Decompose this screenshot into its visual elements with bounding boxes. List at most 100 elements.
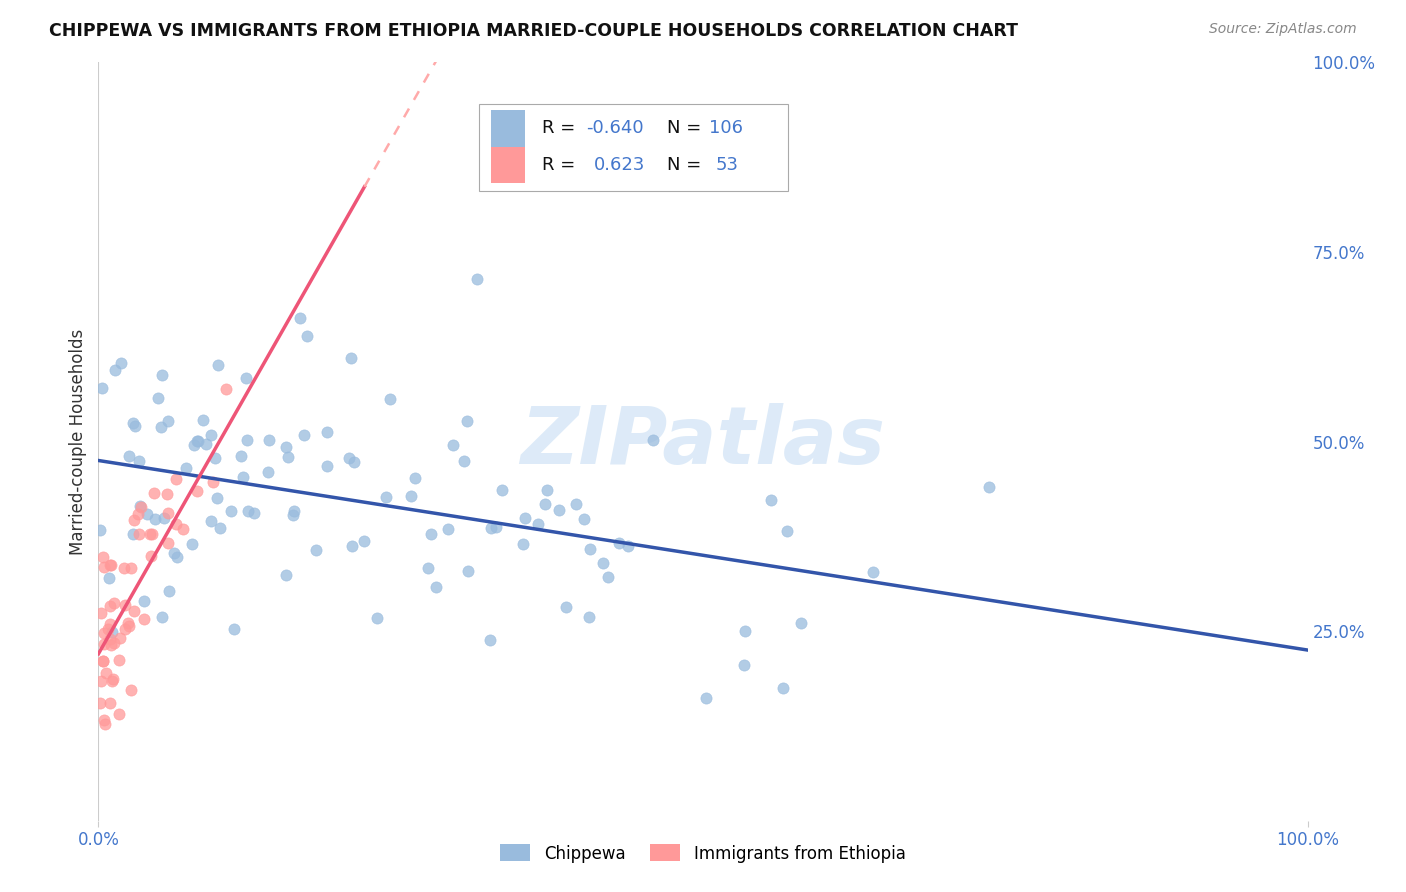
Point bbox=[257, 466, 280, 480]
Point bbox=[512, 537, 534, 551]
Point bbox=[104, 362, 127, 376]
Point bbox=[127, 507, 149, 521]
Point bbox=[98, 558, 121, 572]
Point bbox=[243, 506, 266, 520]
Point bbox=[548, 503, 571, 517]
Point bbox=[297, 329, 319, 343]
Point bbox=[156, 506, 179, 520]
Point bbox=[150, 610, 173, 624]
Point bbox=[598, 570, 620, 584]
Text: N =: N = bbox=[666, 156, 707, 174]
Point bbox=[129, 500, 152, 515]
Point bbox=[555, 599, 578, 614]
Point bbox=[222, 622, 245, 636]
Point bbox=[734, 624, 756, 638]
Point bbox=[121, 416, 143, 430]
Point bbox=[143, 486, 166, 500]
Point bbox=[404, 470, 426, 484]
Point bbox=[200, 514, 222, 528]
Point bbox=[139, 549, 162, 563]
Text: R =: R = bbox=[543, 156, 581, 174]
Point bbox=[98, 632, 121, 646]
Point bbox=[374, 491, 396, 505]
Point bbox=[89, 696, 111, 710]
Point bbox=[416, 560, 439, 574]
Point bbox=[536, 483, 558, 498]
Point bbox=[97, 571, 120, 585]
FancyBboxPatch shape bbox=[492, 146, 526, 183]
Point bbox=[157, 584, 180, 599]
Point bbox=[399, 489, 422, 503]
Point bbox=[437, 522, 460, 536]
Point bbox=[283, 508, 305, 523]
Point bbox=[186, 484, 208, 499]
Point bbox=[172, 522, 194, 536]
Point bbox=[515, 510, 537, 524]
Point bbox=[122, 513, 145, 527]
Point bbox=[353, 534, 375, 549]
Point bbox=[425, 581, 447, 595]
Point bbox=[316, 458, 339, 473]
Point bbox=[977, 480, 1000, 494]
Point bbox=[207, 491, 229, 505]
Text: Source: ZipAtlas.com: Source: ZipAtlas.com bbox=[1209, 22, 1357, 37]
Point bbox=[101, 624, 124, 639]
Point bbox=[527, 517, 550, 532]
Point bbox=[117, 615, 139, 630]
Point bbox=[465, 272, 488, 286]
Point bbox=[641, 433, 664, 447]
Point bbox=[340, 351, 363, 366]
Point bbox=[478, 632, 501, 647]
Point bbox=[479, 521, 502, 535]
Text: 53: 53 bbox=[716, 156, 738, 174]
Point bbox=[150, 368, 173, 382]
Point bbox=[120, 682, 142, 697]
Point bbox=[93, 560, 115, 574]
Point bbox=[195, 437, 218, 451]
Point bbox=[215, 382, 238, 396]
Point bbox=[564, 497, 586, 511]
Point bbox=[453, 454, 475, 468]
Point bbox=[90, 673, 112, 688]
Point bbox=[90, 606, 112, 620]
Point bbox=[772, 681, 794, 695]
Point bbox=[108, 631, 131, 645]
Point bbox=[305, 542, 328, 557]
Point bbox=[93, 625, 115, 640]
Point bbox=[759, 493, 782, 508]
Point bbox=[165, 472, 187, 486]
Point bbox=[114, 598, 136, 612]
Point bbox=[232, 470, 254, 484]
Point bbox=[235, 371, 257, 385]
Point bbox=[183, 438, 205, 452]
Point bbox=[98, 696, 121, 710]
Point bbox=[277, 450, 299, 465]
Point bbox=[695, 690, 717, 705]
Point bbox=[156, 414, 179, 428]
Point bbox=[366, 611, 388, 625]
Point bbox=[419, 527, 441, 541]
Point bbox=[114, 623, 136, 637]
Point bbox=[149, 420, 172, 434]
Point bbox=[181, 537, 204, 551]
Point bbox=[617, 539, 640, 553]
Point bbox=[578, 610, 600, 624]
Point bbox=[207, 358, 229, 372]
Text: -0.640: -0.640 bbox=[586, 120, 644, 137]
Point bbox=[143, 512, 166, 526]
Point bbox=[186, 434, 208, 449]
Point bbox=[790, 615, 813, 630]
Point bbox=[146, 392, 169, 406]
Text: ZIPatlas: ZIPatlas bbox=[520, 402, 886, 481]
Point bbox=[108, 706, 131, 721]
Point bbox=[128, 527, 150, 541]
Point bbox=[456, 413, 478, 427]
Point bbox=[165, 516, 187, 531]
Point bbox=[121, 527, 143, 541]
Point bbox=[572, 512, 595, 526]
Text: CHIPPEWA VS IMMIGRANTS FROM ETHIOPIA MARRIED-COUPLE HOUSEHOLDS CORRELATION CHART: CHIPPEWA VS IMMIGRANTS FROM ETHIOPIA MAR… bbox=[49, 22, 1018, 40]
Point bbox=[340, 539, 363, 553]
Point bbox=[441, 438, 464, 452]
Point bbox=[157, 536, 180, 550]
Point bbox=[97, 622, 120, 636]
